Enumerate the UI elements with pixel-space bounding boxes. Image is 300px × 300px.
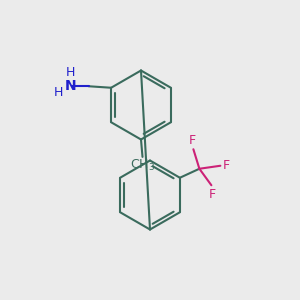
Text: F: F [208, 188, 215, 201]
Text: F: F [188, 134, 195, 147]
Text: CH$_3$: CH$_3$ [130, 158, 155, 173]
Text: H: H [54, 86, 63, 99]
Text: F: F [223, 159, 230, 172]
Text: N: N [65, 79, 76, 93]
Text: H: H [66, 66, 75, 79]
